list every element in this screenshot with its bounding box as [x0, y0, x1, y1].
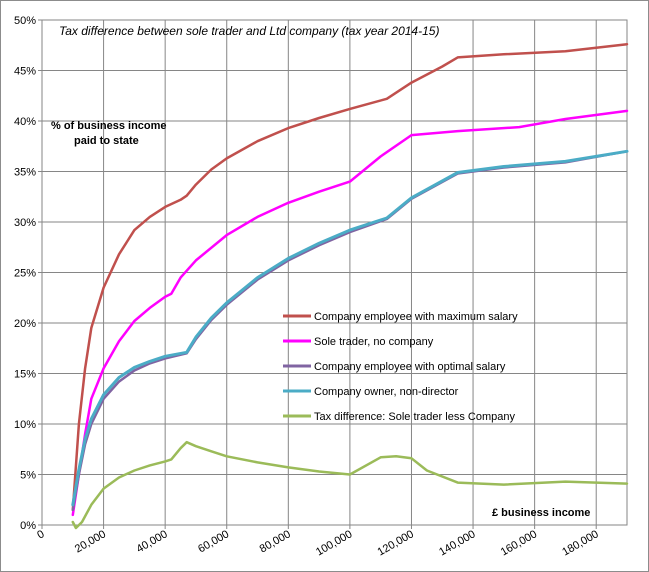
y-tick-label: 0% — [20, 520, 36, 532]
chart-title: Tax difference between sole trader and L… — [59, 24, 439, 38]
y-tick-label: 20% — [14, 318, 36, 330]
y-axis-label-line-2: paid to state — [74, 135, 139, 147]
x-axis-tick-labels: 0 20,000 40,000 60,000 80,000 100,000 120,000 1… — [35, 528, 601, 558]
plot-area-border — [41, 19, 628, 526]
x-tick-label: 160,000 — [499, 528, 539, 558]
x-axis-label: £ business income — [492, 507, 590, 519]
x-tick-label: 180,000 — [560, 528, 600, 558]
y-tick-label: 10% — [14, 419, 36, 431]
gridlines — [38, 19, 627, 529]
y-axis-tick-labels: 0% 5% 10% 15% 20% 25% 30% 35% 40% 45% 50% — [14, 15, 36, 532]
series-line-0 — [71, 42, 629, 512]
y-axis-label-line-1: % of business income — [51, 120, 167, 132]
y-tick-label: 30% — [14, 217, 36, 229]
y-tick-label: 50% — [14, 15, 36, 27]
legend: Company employee with maximum salary Sole… — [283, 311, 518, 423]
x-tick-label: 20,000 — [73, 528, 108, 555]
x-tick-label: 140,000 — [437, 528, 477, 558]
legend-label: Tax difference: Sole trader less Company — [314, 411, 515, 423]
y-tick-label: 25% — [14, 268, 36, 280]
y-tick-label: 5% — [20, 470, 36, 482]
y-tick-label: 15% — [14, 369, 36, 381]
legend-label: Company employee with optimal salary — [314, 361, 506, 373]
x-tick-label: 100,000 — [314, 528, 354, 558]
legend-label: Company employee with maximum salary — [314, 311, 518, 323]
series-lines — [71, 42, 629, 530]
x-tick-label: 60,000 — [196, 528, 231, 555]
x-tick-label: 120,000 — [376, 528, 416, 558]
y-tick-label: 35% — [14, 167, 36, 179]
series-line-4 — [71, 440, 629, 530]
series-line-1 — [71, 109, 629, 517]
x-tick-label: 0 — [35, 528, 46, 541]
x-tick-label: 40,000 — [135, 528, 170, 555]
y-tick-label: 45% — [14, 66, 36, 78]
series-line-3 — [71, 149, 629, 507]
x-tick-label: 80,000 — [258, 528, 293, 555]
legend-label: Company owner, non-director — [314, 386, 459, 398]
y-tick-label: 40% — [14, 116, 36, 128]
legend-label: Sole trader, no company — [314, 336, 434, 348]
